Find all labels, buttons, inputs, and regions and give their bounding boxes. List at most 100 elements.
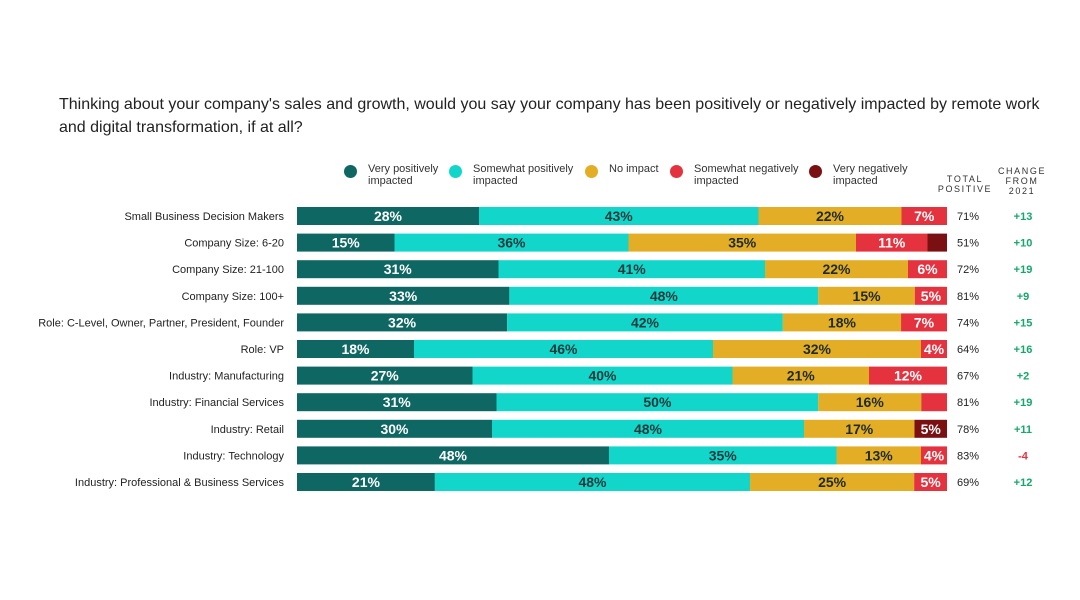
data-label: 21%: [352, 474, 381, 490]
legend-label-very-positive: Very positively impacted: [368, 163, 439, 187]
bar-segment: [732, 366, 869, 385]
bar-segment: [509, 286, 819, 305]
data-label: 41%: [618, 261, 647, 277]
bar-segment: [434, 473, 751, 491]
category-label: Role: C-Level, Owner, Partner, President…: [38, 317, 284, 329]
category-label: Industry: Financial Services: [150, 397, 285, 409]
bar-segment: [609, 446, 837, 465]
data-label: 35%: [709, 447, 738, 463]
bar-segment: [914, 473, 947, 491]
data-label: 21%: [787, 368, 816, 384]
bar-segment: [297, 419, 492, 438]
legend-swatch-somewhat-positive: [449, 165, 462, 178]
change-value: +9: [1017, 291, 1030, 303]
change-value: +19: [1014, 397, 1033, 409]
total-positive-value: 67%: [957, 371, 979, 383]
total-positive-value: 78%: [957, 424, 979, 436]
bar-segment: [297, 260, 499, 279]
change-value: +15: [1014, 317, 1033, 329]
data-label: 36%: [497, 235, 526, 251]
bar-segment: [628, 233, 856, 252]
bar-segment: [804, 419, 915, 438]
data-label: 31%: [384, 261, 413, 277]
legend-label-very-negative: Very negatively impacted: [833, 163, 908, 187]
data-label: 15%: [332, 235, 361, 251]
category-label: Industry: Professional & Business Servic…: [75, 477, 285, 489]
bar-segment: [496, 393, 819, 412]
data-label: 22%: [816, 208, 845, 224]
data-label: 27%: [371, 368, 400, 384]
bar-segment: [921, 393, 947, 412]
data-label: 6%: [917, 261, 938, 277]
data-label: 22%: [822, 261, 851, 277]
bar-segment: [297, 207, 479, 225]
category-label: Industry: Retail: [211, 424, 284, 436]
data-label: 31%: [383, 394, 412, 410]
bar-segment: [758, 207, 902, 225]
bar-segment: [713, 340, 921, 358]
bar-segment: [297, 446, 609, 465]
total-positive-value: 83%: [957, 450, 979, 462]
bar-segment: [414, 340, 713, 358]
total-positive-value: 71%: [957, 211, 979, 223]
bar-segment: [472, 366, 733, 385]
data-label: 43%: [605, 208, 634, 224]
data-label: 7%: [914, 314, 935, 330]
bar-segment: [765, 260, 908, 279]
data-label: 5%: [920, 474, 941, 490]
data-label: 15%: [853, 288, 882, 304]
data-label: 32%: [388, 314, 417, 330]
data-label: 50%: [643, 394, 672, 410]
legend-label-somewhat-positive: Somewhat positively impacted: [473, 163, 574, 187]
category-label: Company Size: 21-100: [172, 264, 284, 276]
data-label: 33%: [389, 288, 418, 304]
data-label: 7%: [914, 208, 935, 224]
total-positive-value: 51%: [957, 238, 979, 250]
change-value: +10: [1014, 238, 1033, 250]
data-label: 32%: [803, 341, 832, 357]
data-label: 48%: [578, 474, 607, 490]
change-value: +11: [1014, 424, 1032, 436]
bar-segment: [921, 340, 947, 358]
bar-segment: [869, 366, 947, 385]
bar-segment: [297, 366, 473, 385]
data-label: 5%: [921, 288, 942, 304]
bar-segment: [297, 340, 414, 358]
data-label: 18%: [828, 314, 857, 330]
bar-segment: [818, 286, 915, 305]
legend-swatch-somewhat-negative: [670, 165, 683, 178]
bar-segment: [914, 419, 947, 438]
total-positive-value: 64%: [957, 344, 979, 356]
category-label: Role: VP: [241, 344, 284, 356]
data-label: 46%: [549, 341, 578, 357]
data-label: 18%: [341, 341, 370, 357]
legend-label-somewhat-negative: Somewhat negatively impacted: [694, 163, 799, 187]
change-value: -4: [1018, 450, 1029, 462]
data-label: 25%: [818, 474, 847, 490]
data-label: 4%: [924, 341, 945, 357]
data-label: 48%: [650, 288, 679, 304]
data-label: 48%: [634, 421, 663, 437]
data-label: 5%: [921, 421, 942, 437]
total-positive-header: TOTAL POSITIVE: [937, 174, 993, 194]
bar-segment: [782, 313, 902, 332]
change-value: +2: [1017, 371, 1030, 383]
bar-segment: [297, 233, 395, 252]
legend-label-no-impact: No impact: [609, 163, 659, 175]
total-positive-value: 74%: [957, 317, 979, 329]
data-label: 16%: [856, 394, 885, 410]
data-label: 28%: [374, 208, 403, 224]
category-label: Company Size: 6-20: [184, 238, 284, 250]
chart-title: Thinking about your company's sales and …: [59, 96, 1040, 136]
total-positive-value: 72%: [957, 264, 979, 276]
bar-segment: [297, 473, 435, 491]
bar-segment: [856, 233, 928, 252]
legend-swatch-very-negative: [809, 165, 822, 178]
bar-segment: [297, 286, 510, 305]
bar-segment: [901, 313, 947, 332]
change-value: +16: [1014, 344, 1033, 356]
change-value: +12: [1014, 477, 1033, 489]
total-positive-value: 69%: [957, 477, 979, 489]
bar-segment: [901, 207, 947, 225]
